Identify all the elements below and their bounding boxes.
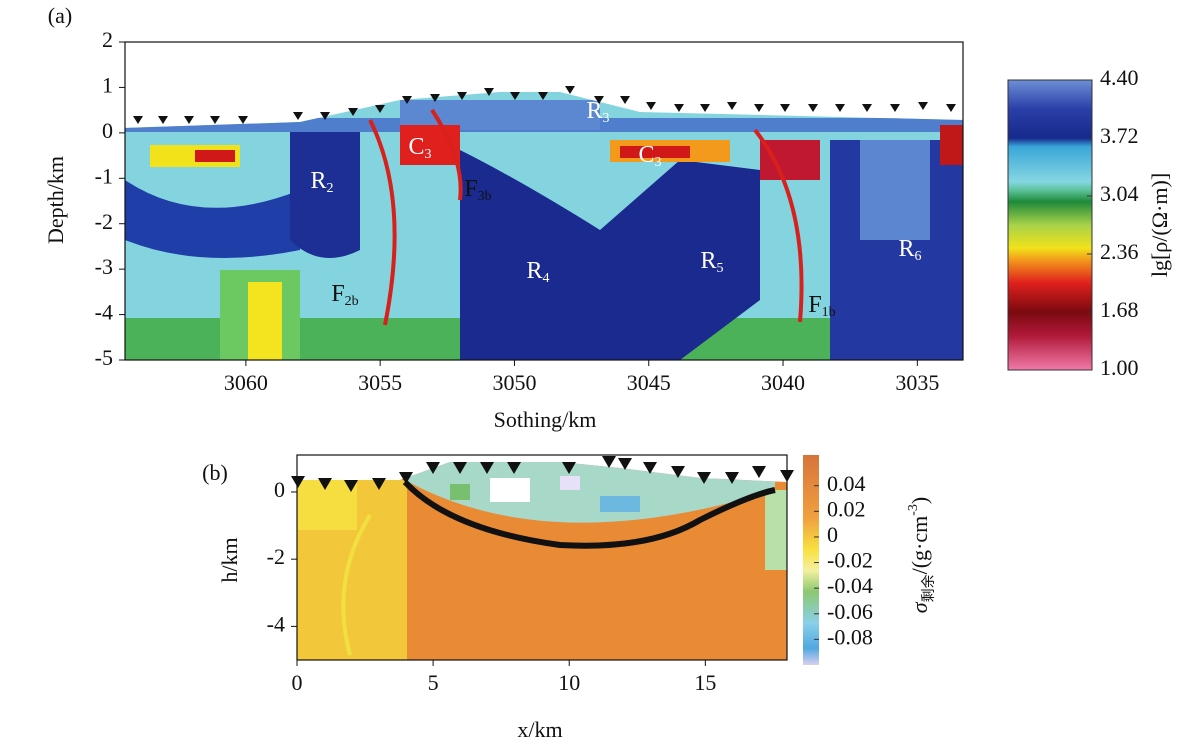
x-tick-label: 0 xyxy=(292,670,303,695)
label-symbol: σ xyxy=(907,601,932,613)
x-axis-label: x/km xyxy=(517,717,562,742)
colorbar-b xyxy=(803,455,819,665)
label-close: ) xyxy=(907,497,932,504)
y-axis-label: Depth/km xyxy=(43,156,68,244)
x-tick-label: 3045 xyxy=(627,370,671,395)
annotation-sub: 3 xyxy=(425,147,432,162)
annotation: R2 xyxy=(310,168,333,197)
y-tick-label: -4 xyxy=(95,300,113,325)
panel-tag: (b) xyxy=(202,460,228,485)
annotation: F3b xyxy=(464,176,491,205)
panel-tag: (a) xyxy=(48,3,72,28)
y-tick-label: -5 xyxy=(95,345,113,370)
annotation-text: C xyxy=(638,142,654,168)
colorbar-tick-label: 1.00 xyxy=(1100,355,1139,380)
x-tick-label: 3050 xyxy=(492,370,536,395)
plot-frame xyxy=(296,454,788,661)
fault-lines xyxy=(368,108,804,326)
annotation: R5 xyxy=(700,248,723,277)
y-tick-label: 0 xyxy=(274,477,285,502)
colorbar-tick-label: 3.72 xyxy=(1100,123,1139,148)
annotation-sub: 5 xyxy=(717,261,724,276)
label-sub: 剩余 xyxy=(920,574,937,602)
annotation-sub: 3 xyxy=(655,155,662,170)
annotation: R3 xyxy=(586,98,609,127)
colorbar-tick-label: 4.40 xyxy=(1100,65,1139,90)
annotation-sub: 2 xyxy=(327,181,334,196)
colorbar-tick-label: 0.02 xyxy=(827,496,866,521)
colorbar-tick-label: -0.02 xyxy=(827,548,873,573)
y-tick-label: -1 xyxy=(95,163,113,188)
colorbar-tick-label: -0.08 xyxy=(827,624,873,649)
y-tick-label: -2 xyxy=(267,544,285,569)
colorbar-label: lg[ρ/(Ω·m)] xyxy=(1147,173,1172,277)
annotation-text: F xyxy=(464,176,477,202)
colorbar-tick-label: 3.04 xyxy=(1100,181,1139,206)
stations-a xyxy=(133,86,956,124)
y-tick-label: 0 xyxy=(102,118,113,143)
annotation: C3 xyxy=(638,142,661,171)
annotation-sub: 3 xyxy=(603,111,610,126)
annotation: F2b xyxy=(331,281,358,310)
plot-frame xyxy=(124,41,964,361)
label-sup: -3 xyxy=(906,504,921,516)
colorbar-tick-label: 2.36 xyxy=(1100,239,1139,264)
y-tick-label: 2 xyxy=(102,27,113,52)
annotation: F1b xyxy=(808,292,835,321)
colorbar-label: σ剩余/(g·cm-3) xyxy=(906,497,937,614)
annotation-text: R xyxy=(700,248,716,274)
annotation-sub: 3b xyxy=(478,189,492,204)
x-tick-label: 3035 xyxy=(895,370,939,395)
annotation-sub: 6 xyxy=(915,249,922,264)
x-tick-label: 3055 xyxy=(358,370,402,395)
colorbar-tick-label: -0.04 xyxy=(827,573,873,598)
x-tick-label: 5 xyxy=(428,670,439,695)
y-tick-label: 1 xyxy=(102,72,113,97)
x-tick-label: 3060 xyxy=(224,370,268,395)
annotation-text: R xyxy=(526,258,542,284)
annotation: R6 xyxy=(898,236,921,265)
annotation-text: R xyxy=(586,98,602,124)
x-axis-label: Sothing/km xyxy=(494,407,597,432)
y-tick-label: -2 xyxy=(95,209,113,234)
annotation-sub: 4 xyxy=(543,271,550,286)
annotation-text: C xyxy=(408,134,424,160)
annotation: R4 xyxy=(526,258,549,287)
annotation-text: F xyxy=(331,281,344,307)
annotation-text: F xyxy=(808,292,821,318)
annotation: C3 xyxy=(408,134,431,163)
x-tick-label: 10 xyxy=(558,670,580,695)
y-tick-label: -4 xyxy=(267,611,285,636)
annotation-sub: 2b xyxy=(345,294,359,309)
y-tick-label: -3 xyxy=(95,254,113,279)
colorbar-tick-label: 0 xyxy=(827,522,838,547)
boundary-curve xyxy=(402,479,776,549)
colorbar-a xyxy=(1007,79,1093,371)
density-map xyxy=(297,462,787,660)
annotation-text: R xyxy=(310,168,326,194)
y-axis-label: h/km xyxy=(217,537,242,582)
colorbar-tick-label: -0.06 xyxy=(827,599,873,624)
colorbar-tick-label: 1.68 xyxy=(1100,297,1139,322)
x-tick-label: 15 xyxy=(694,670,716,695)
colorbar-tick-label: 0.04 xyxy=(827,471,866,496)
annotation-text: R xyxy=(898,236,914,262)
label-unit: /(g·cm xyxy=(907,516,932,575)
x-tick-label: 3040 xyxy=(761,370,805,395)
annotation-sub: 1b xyxy=(822,305,836,320)
resistivity-map xyxy=(125,92,963,360)
